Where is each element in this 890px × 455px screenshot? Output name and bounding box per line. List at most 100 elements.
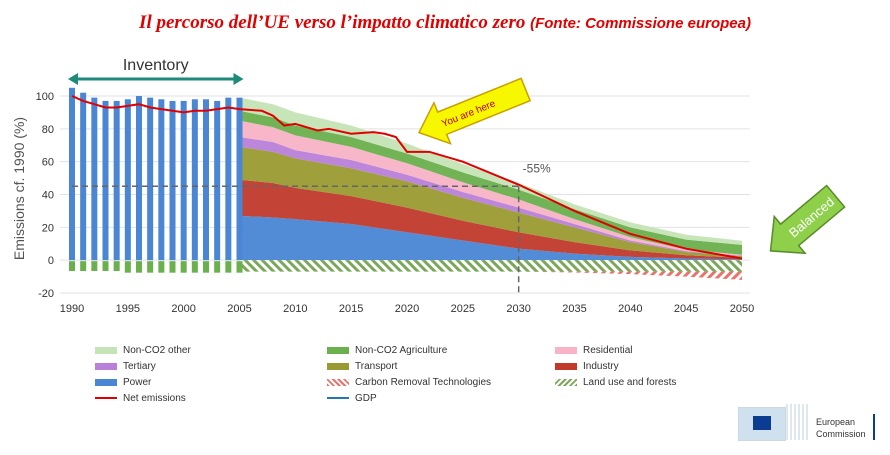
you-are-here-arrow: You are here: [417, 77, 532, 145]
x-tick-label: 2020: [395, 303, 419, 315]
legend-swatch: [555, 346, 577, 354]
bar-1994: [113, 100, 120, 261]
x-tick-label: 1990: [60, 303, 84, 315]
area-industry: [239, 179, 742, 260]
area-tertiary: [239, 137, 742, 257]
logo-line2: Commission: [816, 429, 866, 439]
bar-sink-1993: [102, 261, 109, 272]
bar-2005: [236, 97, 243, 261]
x-tick-label: 2030: [506, 303, 530, 315]
area-non-co2-agriculture: [239, 110, 742, 255]
bar-sink-1995: [124, 261, 131, 273]
area-carbon-removal-technologies: [239, 271, 742, 280]
legend-swatch: [555, 362, 577, 370]
title-main: Il percorso dell’UE verso l’impatto clim…: [139, 12, 526, 33]
bar-sink-2000: [180, 261, 187, 273]
x-tick-label: 2015: [339, 303, 363, 315]
bar-2003: [214, 100, 221, 261]
x-tick-label: 2035: [562, 303, 586, 315]
legend-item-power: Power: [95, 377, 151, 388]
bar-2000: [180, 100, 187, 261]
bar-sink-1997: [147, 261, 154, 273]
european-commission-logo: European Commission: [738, 402, 878, 442]
legend-item-gdp: GDP: [327, 393, 377, 404]
y-tick-label: 40: [42, 190, 54, 202]
bar-1991: [80, 92, 87, 261]
legend-item-net-emissions: Net emissions: [95, 393, 186, 404]
bar-1999: [169, 100, 176, 261]
bar-sink-2002: [203, 261, 209, 273]
legend-swatch: [327, 397, 349, 400]
line-net-emissions: [71, 95, 743, 260]
y-tick-label: 0: [48, 255, 54, 267]
legend-swatch: [555, 378, 577, 386]
inventory-arrow-left-head: [68, 73, 78, 85]
bar-sink-1996: [136, 261, 142, 273]
inventory-arrow-right-head: [233, 73, 244, 85]
legend-label: Net emissions: [123, 393, 186, 404]
x-tick-label: 1995: [116, 303, 140, 315]
x-tick-label: 2050: [730, 303, 754, 315]
legend-item-tertiary: Tertiary: [95, 361, 156, 372]
legend-swatch: [95, 362, 117, 370]
bar-sink-1991: [80, 261, 87, 272]
bar-1992: [91, 97, 98, 261]
bar-sink-1992: [91, 261, 98, 272]
y-tick-label: 60: [42, 157, 54, 169]
inventory-label: Inventory: [123, 57, 189, 74]
bar-sink-1990: [69, 261, 75, 272]
you-are-here-shape: [417, 77, 532, 145]
minus-55-label: -55%: [523, 161, 551, 175]
bar-1990: [69, 87, 75, 261]
bar-1993: [102, 100, 109, 261]
legend-swatch: [327, 362, 349, 370]
legend-item-residential: Residential: [555, 345, 632, 356]
legend-swatch: [95, 346, 117, 354]
area-land-use-and-forests: [239, 260, 742, 272]
bar-sink-2003: [214, 261, 221, 273]
bar-2001: [191, 99, 198, 261]
berlaymont-icon: [786, 404, 808, 440]
legend-swatch: [95, 397, 117, 400]
legend-label: Residential: [583, 345, 633, 356]
bar-1996: [136, 96, 142, 261]
x-tick-label: 2010: [283, 303, 307, 315]
legend-label: Tertiary: [123, 361, 156, 372]
legend-item-transport: Transport: [327, 361, 397, 372]
balanced-shape: [769, 184, 846, 255]
bar-sink-2005: [236, 261, 243, 273]
x-tick-label: 2045: [674, 303, 698, 315]
bar-sink-2001: [191, 261, 198, 273]
x-tick-label: 2005: [227, 303, 251, 315]
legend-swatch: [327, 378, 349, 386]
legend-item-non-co2-other: Non-CO2 other: [95, 345, 191, 356]
stacked-areas: [239, 97, 742, 280]
bar-sink-2004: [225, 261, 232, 273]
inventory-bars: [69, 87, 243, 273]
area-power: [239, 215, 742, 261]
bar-sink-1994: [113, 261, 120, 272]
eu-flag-icon: [738, 407, 786, 441]
legend-item-land-use-and-forests: Land use and forests: [555, 377, 676, 388]
y-axis-label: Emissions cf. 1990 (%): [11, 117, 27, 260]
legend-swatch: [327, 346, 349, 354]
x-tick-label: 2040: [618, 303, 642, 315]
legend-item-non-co2-agriculture: Non-CO2 Agriculture: [327, 345, 447, 356]
area-residential: [239, 120, 742, 256]
x-tick-label: 2000: [171, 303, 195, 315]
legend-item-carbon-removal-technologies: Carbon Removal Technologies: [327, 377, 491, 388]
legend-swatch: [95, 378, 117, 386]
legend-label: Power: [123, 377, 152, 388]
legend-item-industry: Industry: [555, 361, 619, 372]
bar-1998: [158, 99, 165, 261]
legend-label: Non-CO2 Agriculture: [355, 345, 448, 356]
legend: Non-CO2 other Non-CO2 Agriculture Resident…: [95, 345, 715, 407]
balanced-arrow: Balanced: [769, 184, 846, 255]
series-lines: [71, 95, 743, 293]
bar-1997: [147, 97, 154, 261]
legend-label: Carbon Removal Technologies: [355, 377, 492, 388]
x-tick-label: 2025: [451, 303, 475, 315]
y-tick-label: 100: [36, 91, 54, 103]
